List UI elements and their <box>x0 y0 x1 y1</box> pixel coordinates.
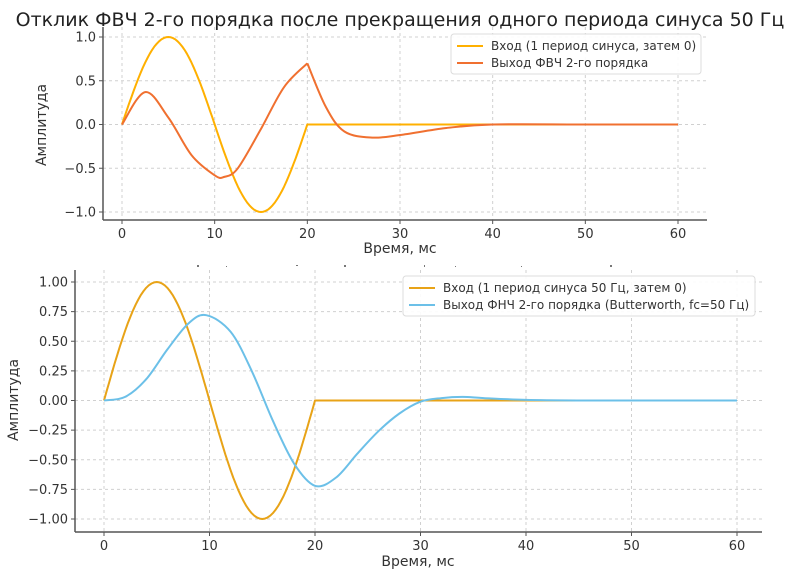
legend-label: Вход (1 период синуса, затем 0) <box>491 39 696 53</box>
y-tick-label: −0.25 <box>28 424 68 439</box>
x-axis-label-top: Время, мс <box>363 241 436 257</box>
x-tick-label: 60 <box>670 227 687 242</box>
y-tick-label: −0.5 <box>64 162 96 177</box>
y-axis-label-top: Амплитуда <box>34 84 50 166</box>
legend-top: Вход (1 период синуса, затем 0) Выход ФВЧ… <box>450 33 702 75</box>
y-tick-label: 0.25 <box>39 364 68 379</box>
x-tick-label: 50 <box>623 539 640 554</box>
y-tick-label: 1.0 <box>75 31 96 46</box>
y-tick-label: −1.00 <box>28 513 68 528</box>
residual-marks <box>197 265 612 267</box>
x-tick-label: 40 <box>518 539 535 554</box>
plot-lines-bottom <box>103 281 737 520</box>
y-tick-label: 0.00 <box>39 394 68 409</box>
y-tick-label: −0.50 <box>28 453 68 468</box>
y-tick-label: −1.0 <box>64 206 96 221</box>
x-tick-label: 0 <box>100 539 108 554</box>
y-axis-label-bottom: Амплитуда <box>6 359 22 441</box>
grid-bottom <box>75 270 762 532</box>
axes-top: 0 10 20 30 40 50 60 1.0 0.5 0.0 −0.5 −1.0 <box>64 27 707 242</box>
input-signal-line <box>121 36 678 213</box>
y-tick-label: 0.5 <box>75 74 96 89</box>
legend-label: Вход (1 период синуса 50 Гц, затем 0) <box>443 281 687 295</box>
x-tick-label: 30 <box>412 539 429 554</box>
filter-output-line <box>103 313 737 488</box>
x-axis-label-bottom: Время, мс <box>381 554 454 570</box>
x-tick-label: 20 <box>307 539 324 554</box>
legend-box <box>450 33 702 75</box>
legend-label: Выход ФНЧ 2-го порядка (Butterworth, fc=… <box>443 298 749 312</box>
y-tick-label: −0.75 <box>28 483 68 498</box>
x-tick-label: 10 <box>206 227 223 242</box>
y-tick-label: 0.50 <box>39 335 68 350</box>
input-signal-line <box>103 281 737 520</box>
axes-bottom: 0 10 20 30 40 50 60 1.00 0.75 0.50 0.25 0.00 −0.25 −0… <box>28 270 762 554</box>
plot-lines-top <box>121 36 678 213</box>
x-tick-label: 10 <box>201 539 218 554</box>
legend-bottom: Вход (1 период синуса 50 Гц, затем 0) Вых… <box>402 275 756 317</box>
x-tick-label: 30 <box>392 227 409 242</box>
x-tick-label: 20 <box>299 227 316 242</box>
legend-label: Выход ФВЧ 2-го порядка <box>491 56 648 70</box>
y-tick-label: 1.00 <box>39 276 68 291</box>
y-tick-label: 0.0 <box>75 118 96 133</box>
chart-title-top: Отклик ФВЧ 2-го порядка после прекращени… <box>16 9 785 31</box>
legend-box <box>402 275 756 317</box>
x-tick-label: 40 <box>484 227 501 242</box>
y-tick-label: 0.75 <box>39 305 68 320</box>
x-tick-label: 60 <box>729 539 746 554</box>
x-tick-label: 50 <box>577 227 594 242</box>
x-tick-label: 0 <box>118 227 126 242</box>
filter-output-line <box>121 62 678 179</box>
